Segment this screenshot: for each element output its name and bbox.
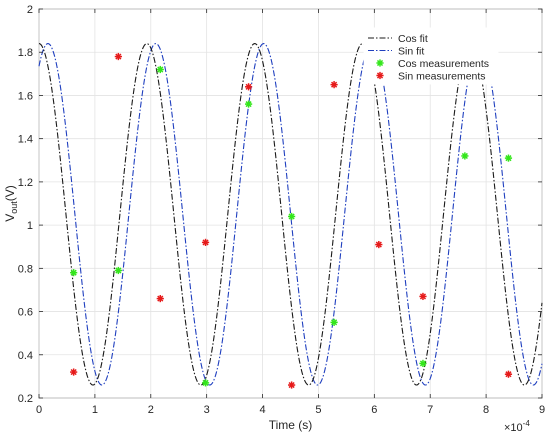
cos-measurement-point (156, 65, 164, 74)
legend-entry-label: Cos measurements (398, 58, 489, 70)
y-tick-label: 0.2 (18, 393, 33, 405)
sin-measurement-point (419, 292, 427, 301)
cos-measurement-point (419, 359, 427, 368)
sin-measurement-point (114, 52, 122, 61)
x-tick-label: 1 (92, 404, 98, 416)
cos-measurement-point (288, 212, 296, 221)
fit-curves (38, 43, 543, 386)
x-axis-label: Time (s) (269, 418, 313, 432)
y-tick-label: 1.8 (18, 47, 33, 59)
x-tick-label: 0 (36, 404, 42, 416)
sin-measurement-point (375, 240, 383, 249)
measurement-markers (70, 52, 513, 389)
axis-ticks: 0 1 2 3 4 5 6 7 8 9 0.2 0.4 0.6 0.8 1 1.2 1.4 1.6 1.8 2 (18, 4, 545, 416)
x-tick-label: 7 (427, 404, 433, 416)
sin-measurement-point (70, 368, 78, 376)
y-axis-label: Vout(V) (3, 185, 19, 222)
y-tick-label: 2 (27, 4, 33, 16)
legend-entry-label: Sin measurements (398, 71, 486, 83)
legend-entry-label: Sin fit (398, 46, 424, 58)
x-tick-label: 6 (371, 404, 377, 416)
cos-measurement-point (70, 269, 78, 277)
y-tick-label: 0.8 (18, 263, 33, 275)
axis-labels: Time (s) Vout(V) ×10-4 (3, 185, 530, 434)
sin-measurement-point (504, 370, 513, 378)
x-tick-label: 4 (259, 404, 265, 416)
x-tick-label: 5 (315, 404, 321, 416)
y-tick-label: 0.6 (18, 307, 33, 319)
legend-swatch-marker (376, 59, 384, 67)
sin-measurement-point (244, 83, 253, 91)
y-tick-label: 1.2 (18, 177, 33, 189)
y-tick-label: 1.4 (18, 134, 33, 146)
legend-entry-label: Cos fit (398, 33, 428, 45)
cos-measurement-point (201, 379, 210, 387)
y-tick-label: 0.4 (18, 350, 33, 362)
cos-measurement-point (114, 266, 122, 275)
sin-measurement-point (156, 294, 164, 303)
x-axis-exponent: ×10-4 (504, 419, 530, 434)
sin-fit-curve (38, 43, 543, 386)
x-tick-label: 9 (539, 404, 545, 416)
cos-measurement-point (504, 154, 513, 162)
y-tick-label: 1.6 (18, 90, 33, 102)
cos-measurement-point (330, 318, 338, 326)
sin-measurement-point (330, 81, 338, 89)
legend-swatch-marker (376, 71, 384, 80)
y-tick-label: 1 (27, 220, 33, 232)
cos-fit-curve (38, 43, 543, 386)
cos-measurement-point (244, 100, 253, 108)
legend-box (363, 27, 499, 85)
sin-measurement-point (201, 238, 210, 246)
x-tick-label: 2 (148, 404, 154, 416)
x-tick-label: 3 (204, 404, 210, 416)
sin-measurement-point (288, 381, 296, 389)
x-tick-label: 8 (483, 404, 489, 416)
cos-measurement-point (461, 152, 469, 160)
